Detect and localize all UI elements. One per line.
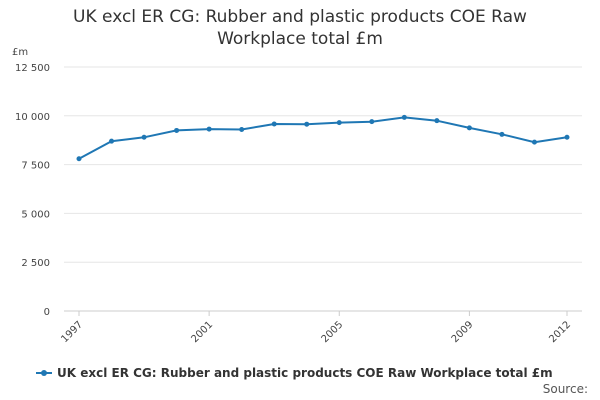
- data-point[interactable]: [109, 138, 115, 144]
- data-point[interactable]: [336, 120, 342, 126]
- data-point[interactable]: [141, 134, 147, 140]
- series-line: [78, 116, 568, 160]
- y-tick-label: 12 500: [15, 63, 50, 74]
- gridlines: [64, 66, 582, 312]
- y-axis-ticks: 0 2 500 5 000 7 500 10 000 12 500: [15, 63, 50, 318]
- chart-title: UK excl ER CG: Rubber and plastic produc…: [0, 6, 600, 50]
- y-tick-label: 7 500: [21, 161, 50, 172]
- data-point[interactable]: [401, 114, 407, 120]
- legend-swatch-icon: [36, 368, 52, 378]
- data-point[interactable]: [434, 118, 440, 124]
- x-tick-label: 2005: [320, 319, 346, 345]
- x-axis-ticks: 1997 2001 2005 2009 2012: [59, 311, 573, 345]
- data-point[interactable]: [499, 131, 505, 137]
- chart-title-line-1: UK excl ER CG: Rubber and plastic produc…: [73, 7, 527, 27]
- y-tick-label: 10 000: [15, 112, 50, 123]
- data-point[interactable]: [531, 139, 537, 145]
- legend-dot: [41, 370, 47, 376]
- x-tick-label: 2001: [189, 319, 215, 345]
- data-point[interactable]: [174, 127, 180, 133]
- data-point[interactable]: [76, 156, 82, 162]
- y-tick-label: 0: [44, 307, 50, 318]
- chart-title-line-2: Workplace total £m: [217, 29, 383, 49]
- data-point[interactable]: [239, 126, 245, 132]
- data-point[interactable]: [271, 121, 277, 127]
- y-axis-unit-label: £m: [12, 47, 28, 58]
- data-point[interactable]: [206, 126, 212, 132]
- data-point[interactable]: [304, 121, 310, 127]
- series-group: [76, 114, 570, 162]
- y-tick-label: 5 000: [21, 209, 50, 220]
- legend[interactable]: UK excl ER CG: Rubber and plastic produc…: [36, 366, 553, 380]
- source-label: Source:: [542, 382, 588, 396]
- y-tick-label: 2 500: [21, 258, 50, 269]
- data-point[interactable]: [369, 119, 375, 125]
- x-tick-label: 2009: [450, 319, 476, 345]
- legend-label: UK excl ER CG: Rubber and plastic produc…: [57, 366, 553, 380]
- x-tick-label: 2012: [547, 319, 573, 345]
- data-point[interactable]: [564, 134, 570, 140]
- x-tick-label: 1997: [59, 319, 85, 345]
- data-point[interactable]: [466, 125, 472, 131]
